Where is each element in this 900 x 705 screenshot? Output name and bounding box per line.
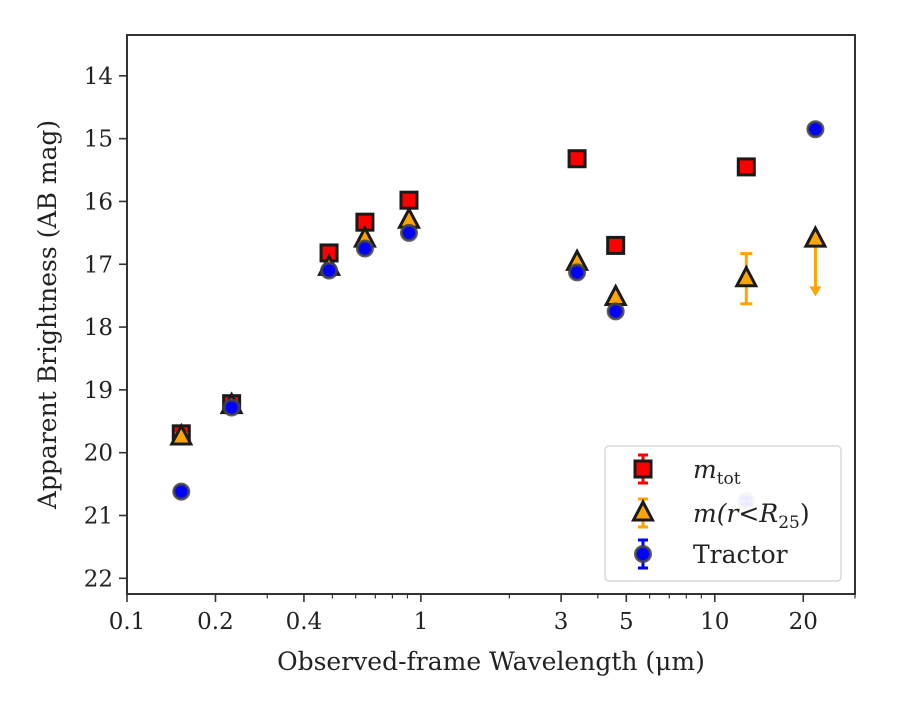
- marker-circle: [399, 223, 418, 242]
- marker-circle: [806, 120, 825, 139]
- y-tick-label: 21: [84, 503, 113, 529]
- data-point: [736, 157, 756, 177]
- x-tick-label: 0.4: [286, 609, 323, 635]
- data-point: [222, 398, 241, 417]
- marker-circle: [172, 482, 191, 501]
- marker-square: [736, 157, 756, 177]
- y-tick-label: 17: [84, 252, 113, 278]
- data-point: [606, 235, 626, 255]
- marker-circle: [355, 239, 374, 258]
- legend: mtot m(r<R25) Tractor: [604, 445, 842, 582]
- data-point: [606, 302, 625, 321]
- data-point: [806, 120, 825, 139]
- x-tick-label: 1: [414, 609, 429, 635]
- x-tick-label: 0.2: [197, 609, 234, 635]
- y-axis-label: Apparent Brightness (AB mag): [33, 120, 62, 510]
- y-tick-label: 18: [84, 315, 113, 341]
- legend-label-suffix: ): [800, 499, 810, 528]
- legend-label: m(r<R25): [693, 499, 810, 533]
- marker-square: [399, 190, 419, 210]
- legend-label-sub: tot: [717, 469, 741, 489]
- legend-marker-square: [633, 459, 653, 479]
- data-point: [355, 239, 374, 258]
- legend-label: mtot: [693, 455, 741, 489]
- marker-triangle: [169, 422, 194, 446]
- data-point: [169, 422, 194, 446]
- data-point: [734, 252, 759, 306]
- legend-marker-triangle: [631, 498, 655, 522]
- y-tick-label: 15: [84, 127, 113, 153]
- x-tick-label: 20: [789, 609, 818, 635]
- data-point: [172, 482, 191, 501]
- y-tick-label: 14: [84, 64, 113, 90]
- legend-label: Tractor: [693, 540, 788, 569]
- legend-marker-circle: [634, 545, 652, 563]
- data-point: [803, 224, 828, 297]
- x-tick-label: 0.1: [109, 609, 146, 635]
- marker-circle: [320, 261, 339, 280]
- x-axis-label: Observed-frame Wavelength (μm): [277, 647, 705, 676]
- legend-label-main: m: [693, 455, 717, 484]
- legend-frame: [604, 445, 842, 582]
- y-tick-label: 20: [84, 441, 113, 467]
- x-tick-label: 3: [554, 609, 569, 635]
- x-tick-label: 10: [700, 609, 729, 635]
- axis-layer: 0.1 0.2 0.4 1 3 5 10 20 14 15 16 17 18 19 20 21 22: [84, 64, 856, 635]
- marker-circle: [568, 263, 587, 282]
- legend-item: m(r<R25): [631, 497, 810, 533]
- legend-item: Tractor: [634, 538, 788, 570]
- data-point: [568, 263, 587, 282]
- marker-triangle: [734, 264, 759, 288]
- legend-item: mtot: [633, 453, 741, 489]
- y-tick-label: 16: [84, 189, 113, 215]
- data-point: [399, 223, 418, 242]
- data-point: [567, 149, 587, 169]
- marker-triangle: [803, 224, 828, 248]
- data-point: [320, 261, 339, 280]
- data-point: [399, 190, 419, 210]
- y-tick-label: 22: [84, 566, 113, 592]
- marker-circle: [222, 398, 241, 417]
- x-tick-label: 5: [619, 609, 634, 635]
- legend-label-main: m(r<R: [693, 499, 778, 528]
- upper-limit-arrow: [809, 286, 822, 297]
- plot-frame: [126, 34, 856, 595]
- marker-square: [606, 235, 626, 255]
- y-tick-label: 19: [84, 378, 113, 404]
- marker-square: [567, 149, 587, 169]
- legend-label-sub: 25: [778, 513, 800, 533]
- marker-circle: [606, 302, 625, 321]
